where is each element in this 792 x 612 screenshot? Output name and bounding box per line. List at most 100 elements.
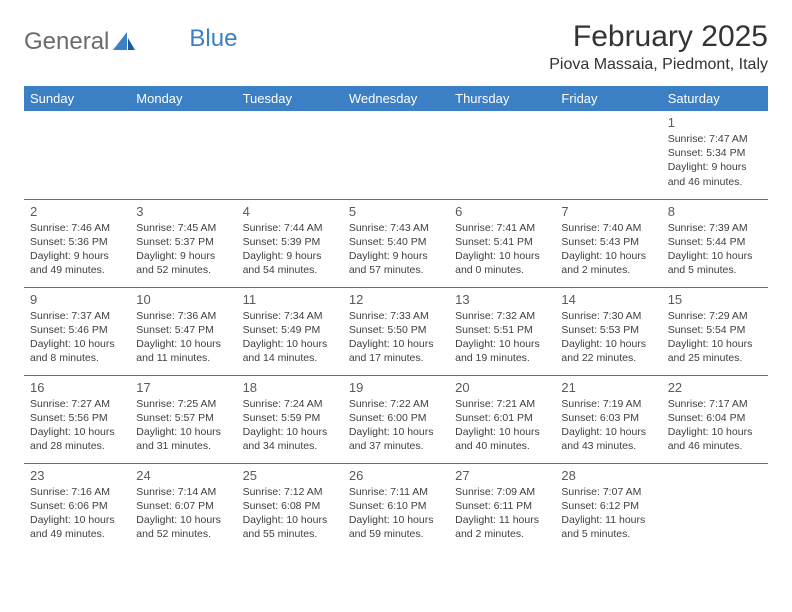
day-info: Sunrise: 7:41 AMSunset: 5:41 PMDaylight:… [455,221,549,278]
calendar-cell [130,111,236,199]
calendar-cell: 17Sunrise: 7:25 AMSunset: 5:57 PMDayligh… [130,375,236,463]
day-info: Sunrise: 7:33 AMSunset: 5:50 PMDaylight:… [349,309,443,366]
day-number: 5 [349,204,443,219]
calendar-cell: 25 Sunrise: 7:12 AMSunset: 6:08 PMDayligh… [237,463,343,551]
day-number: 25 [243,468,337,483]
weekday-header: Wednesday [343,86,449,111]
day-number: 8 [668,204,762,219]
day-info: Sunrise: 7:09 AMSunset: 6:11 PMDaylight:… [455,485,549,542]
day-info: Sunrise: 7:34 AMSunset: 5:49 PMDaylight:… [243,309,337,366]
weekday-header: Monday [130,86,236,111]
calendar-cell: 19 Sunrise: 7:22 AMSunset: 6:00 PMDayligh… [343,375,449,463]
day-info: Sunrise: 7:16 AMSunset: 6:06 PMDaylight:… [30,485,124,542]
day-number: 17 [136,380,230,395]
day-number: 6 [455,204,549,219]
day-info: Sunrise: 7:40 AMSunset: 5:43 PMDaylight:… [561,221,655,278]
day-number: 22 [668,380,762,395]
day-number: 16 [30,380,124,395]
day-number: 12 [349,292,443,307]
day-info: Sunrise: 7:19 AMSunset: 6:03 PMDaylight:… [561,397,655,454]
weekday-header-row: Sunday Monday Tuesday Wednesday Thursday… [24,86,768,111]
day-number: 11 [243,292,337,307]
day-info: Sunrise: 7:27 AMSunset: 5:56 PMDaylight:… [30,397,124,454]
calendar-cell: 9 Sunrise: 7:37 AMSunset: 5:46 PMDaylight… [24,287,130,375]
day-number: 20 [455,380,549,395]
calendar-cell: 24Sunrise: 7:14 AMSunset: 6:07 PMDayligh… [130,463,236,551]
calendar-cell: 18 Sunrise: 7:24 AMSunset: 5:59 PMDayligh… [237,375,343,463]
day-info: Sunrise: 7:24 AMSunset: 5:59 PMDaylight:… [243,397,337,454]
day-number: 26 [349,468,443,483]
day-number: 7 [561,204,655,219]
weekday-header: Thursday [449,86,555,111]
calendar-cell: 10 Sunrise: 7:36 AMSunset: 5:47 PMDayligh… [130,287,236,375]
calendar-cell: 13 Sunrise: 7:32 AMSunset: 5:51 PMDayligh… [449,287,555,375]
calendar-cell [449,111,555,199]
calendar-row: 23 Sunrise: 7:16 AMSunset: 6:06 PMDayligh… [24,463,768,551]
day-info: Sunrise: 7:47 AMSunset: 5:34 PMDaylight:… [668,132,762,189]
title-block: February 2025 Piova Massaia, Piedmont, I… [549,20,768,74]
day-info: Sunrise: 7:22 AMSunset: 6:00 PMDaylight:… [349,397,443,454]
day-info: Sunrise: 7:36 AMSunset: 5:47 PMDaylight:… [136,309,230,366]
day-number: 27 [455,468,549,483]
day-info: Sunrise: 7:11 AMSunset: 6:10 PMDaylight:… [349,485,443,542]
calendar-cell: 16 Sunrise: 7:27 AMSunset: 5:56 PMDayligh… [24,375,130,463]
day-info: Sunrise: 7:43 AMSunset: 5:40 PMDaylight:… [349,221,443,278]
day-info: Sunrise: 7:29 AMSunset: 5:54 PMDaylight:… [668,309,762,366]
calendar-cell: 1 Sunrise: 7:47 AMSunset: 5:34 PMDaylight… [662,111,768,199]
calendar-cell: 23 Sunrise: 7:16 AMSunset: 6:06 PMDayligh… [24,463,130,551]
logo-text-1: General [24,28,109,56]
day-number: 18 [243,380,337,395]
weekday-header: Saturday [662,86,768,111]
day-number: 19 [349,380,443,395]
day-number: 2 [30,204,124,219]
calendar-row: 2 Sunrise: 7:46 AMSunset: 5:36 PMDaylight… [24,199,768,287]
calendar-cell [343,111,449,199]
calendar-cell: 5 Sunrise: 7:43 AMSunset: 5:40 PMDaylight… [343,199,449,287]
calendar-row: 1 Sunrise: 7:47 AMSunset: 5:34 PMDaylight… [24,111,768,199]
calendar-cell: 8 Sunrise: 7:39 AMSunset: 5:44 PMDaylight… [662,199,768,287]
calendar-cell: 20Sunrise: 7:21 AMSunset: 6:01 PMDayligh… [449,375,555,463]
logo-text-2: Blue [189,25,237,53]
day-number: 9 [30,292,124,307]
calendar-cell: 28Sunrise: 7:07 AMSunset: 6:12 PMDayligh… [555,463,661,551]
day-number: 1 [668,115,762,130]
calendar-cell: 15Sunrise: 7:29 AMSunset: 5:54 PMDayligh… [662,287,768,375]
logo-sail-icon [113,32,137,52]
calendar-page: General Blue February 2025 Piova Massaia… [0,0,792,571]
logo: General Blue [24,28,237,56]
calendar-body: 1 Sunrise: 7:47 AMSunset: 5:34 PMDaylight… [24,111,768,551]
calendar-cell: 21 Sunrise: 7:19 AMSunset: 6:03 PMDayligh… [555,375,661,463]
calendar-cell: 12 Sunrise: 7:33 AMSunset: 5:50 PMDayligh… [343,287,449,375]
location-text: Piova Massaia, Piedmont, Italy [549,56,768,74]
day-info: Sunrise: 7:46 AMSunset: 5:36 PMDaylight:… [30,221,124,278]
calendar-cell: 22 Sunrise: 7:17 AMSunset: 6:04 PMDayligh… [662,375,768,463]
calendar-cell: 6 Sunrise: 7:41 AMSunset: 5:41 PMDaylight… [449,199,555,287]
day-info: Sunrise: 7:39 AMSunset: 5:44 PMDaylight:… [668,221,762,278]
calendar-cell: 11 Sunrise: 7:34 AMSunset: 5:49 PMDayligh… [237,287,343,375]
day-number: 21 [561,380,655,395]
day-number: 24 [136,468,230,483]
calendar-table: Sunday Monday Tuesday Wednesday Thursday… [24,86,768,551]
calendar-cell [555,111,661,199]
day-number: 28 [561,468,655,483]
day-number: 23 [30,468,124,483]
day-info: Sunrise: 7:12 AMSunset: 6:08 PMDaylight:… [243,485,337,542]
day-info: Sunrise: 7:30 AMSunset: 5:53 PMDaylight:… [561,309,655,366]
day-number: 14 [561,292,655,307]
calendar-cell [662,463,768,551]
day-info: Sunrise: 7:37 AMSunset: 5:46 PMDaylight:… [30,309,124,366]
calendar-row: 16 Sunrise: 7:27 AMSunset: 5:56 PMDayligh… [24,375,768,463]
day-info: Sunrise: 7:44 AMSunset: 5:39 PMDaylight:… [243,221,337,278]
day-info: Sunrise: 7:17 AMSunset: 6:04 PMDaylight:… [668,397,762,454]
day-info: Sunrise: 7:32 AMSunset: 5:51 PMDaylight:… [455,309,549,366]
calendar-cell: 7 Sunrise: 7:40 AMSunset: 5:43 PMDaylight… [555,199,661,287]
day-number: 13 [455,292,549,307]
calendar-cell: 26 Sunrise: 7:11 AMSunset: 6:10 PMDayligh… [343,463,449,551]
day-number: 10 [136,292,230,307]
calendar-cell: 2 Sunrise: 7:46 AMSunset: 5:36 PMDaylight… [24,199,130,287]
header: General Blue February 2025 Piova Massaia… [24,20,768,74]
calendar-cell: 4Sunrise: 7:44 AMSunset: 5:39 PMDaylight… [237,199,343,287]
calendar-cell [24,111,130,199]
weekday-header: Friday [555,86,661,111]
day-info: Sunrise: 7:45 AMSunset: 5:37 PMDaylight:… [136,221,230,278]
